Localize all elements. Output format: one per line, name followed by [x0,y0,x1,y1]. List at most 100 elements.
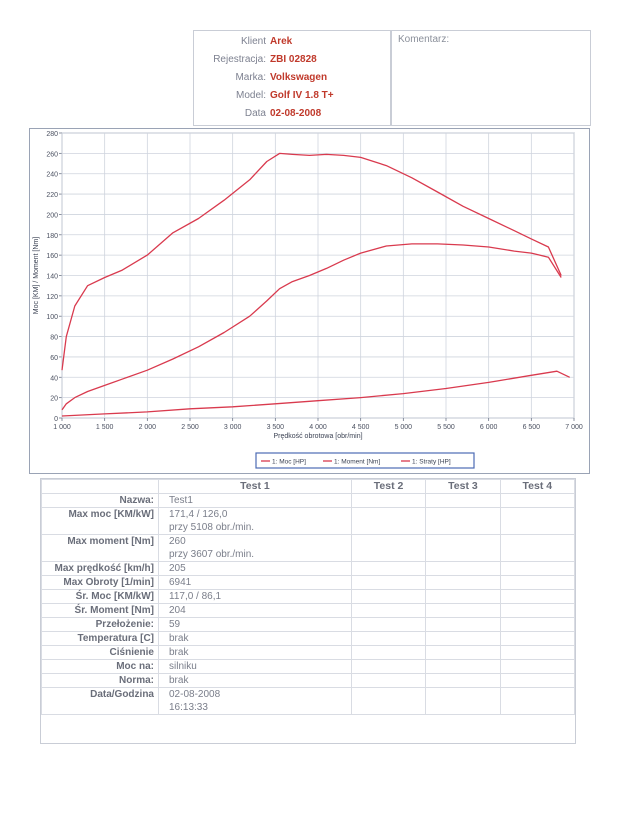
row-value: 117,0 / 86,1 [158,589,352,604]
row-label: Śr. Moc [KM/kW] [41,589,159,604]
y-tick-label: 240 [46,172,58,179]
dyno-chart: 0 20 40 60 80 100 120 140 160 180 200 220 240 260 280 1… [29,128,590,474]
make-value: Volkswagen [270,72,328,83]
table-row: Ciśnienie brak [41,645,576,660]
y-tick-label: 80 [50,335,58,342]
row-value: 204 [158,603,352,618]
y-tick-label: 220 [46,192,58,199]
row-label: Max prędkość [km/h] [41,561,159,576]
chart-svg: 0 20 40 60 80 100 120 140 160 180 200 220 240 260 280 1… [33,131,583,469]
row-label: Moc na: [41,659,159,674]
model-label: Model: [235,90,266,101]
empty-cell [425,561,501,576]
row-label: Ciśnienie [41,645,159,660]
y-tick-label: 180 [46,233,58,240]
y-tick-label: 200 [46,212,58,219]
empty-cell [350,659,427,674]
model-value: Golf IV 1.8 T+ [270,90,334,101]
row-label: Max Obroty [1/min] [41,575,159,590]
empty-cell [425,493,501,508]
x-axis-label: Prędkość obrotowa [obr/min] [273,433,362,440]
empty-cell [499,493,576,508]
table-row: Max moc [KM/kW] 171,4 / 126,0 przy 5108 ob… [41,507,576,535]
y-tick-label: 0 [54,416,58,423]
x-tick-label: 6 500 [523,424,541,431]
empty-cell [350,493,427,508]
row-value: 260 przy 3607 obr./min. [158,534,352,562]
column-header: Test 4 [499,479,576,494]
client-value: Arek [270,36,293,47]
row-value-line: 204 [169,605,186,616]
y-tick-label: 160 [46,253,58,260]
empty-cell [425,603,501,618]
row-value-line: brak [169,675,189,686]
row-label: Norma: [41,673,159,688]
client-label: Klient [240,36,266,47]
results-header-row: Test 1 Test 2 Test 3 Test 4 [41,479,576,494]
chart-legend: 1: Moc [HP] 1: Moment [Nm] 1: Straty [HP] [255,452,475,469]
row-label: Temperatura [C] [41,631,159,646]
row-value-line: silniku [169,661,197,672]
row-label: Data/Godzina [41,687,159,715]
table-row: Max moment [Nm] 260 przy 3607 obr./min. [41,534,576,562]
row-label: Śr. Moment [Nm] [41,603,159,618]
x-tick-label: 4 000 [309,424,327,431]
y-tick-label: 120 [46,294,58,301]
empty-cell [350,603,427,618]
legend-entry-3: 1: Straty [HP] [412,459,451,466]
row-value: brak [158,631,352,646]
empty-cell [499,645,576,660]
empty-cell [499,687,576,715]
series-line-1 [61,243,562,411]
table-row: Przełożenie: 59 [41,617,576,632]
empty-cell [499,589,576,604]
row-value-line: 59 [169,619,181,630]
row-value: brak [158,645,352,660]
row-label: Max moc [KM/kW] [41,507,159,535]
table-row: Norma: brak [41,673,576,688]
empty-cell [350,507,427,535]
y-tick-label: 260 [46,151,58,158]
empty-cell [350,673,427,688]
empty-cell [350,561,427,576]
registration-value: ZBI 02828 [270,54,317,65]
table-row: Śr. Moment [Nm] 204 [41,603,576,618]
empty-cell [425,617,501,632]
row-label: Przełożenie: [41,617,159,632]
date-value: 02-08-2008 [270,108,322,119]
legend-box [255,452,475,469]
row-value-line: Test1 [169,495,193,506]
x-tick-label: 1 500 [96,424,114,431]
row-value: 171,4 / 126,0 przy 5108 obr./min. [158,507,352,535]
column-header: Test 2 [350,479,427,494]
x-tick-label: 2 000 [139,424,157,431]
empty-cell [499,631,576,646]
x-tick-label: 5 500 [437,424,455,431]
row-label: Nazwa: [41,493,159,508]
x-tick-label: 7 000 [565,424,583,431]
empty-cell [425,631,501,646]
make-row: Marka: Volkswagen [194,69,390,87]
table-row: Max Obroty [1/min] 6941 [41,575,576,590]
y-axis-label: Moc [KM] / Moment [Nm] [33,237,40,314]
empty-cell [425,534,501,562]
table-row: Max prędkość [km/h] 205 [41,561,576,576]
empty-cell [350,687,427,715]
row-value-line: 205 [169,563,186,574]
date-label: Data [244,108,266,119]
empty-cell [350,575,427,590]
empty-cell [499,507,576,535]
row-label: Max moment [Nm] [41,534,159,562]
empty-cell [425,687,501,715]
y-tick-label: 140 [46,274,58,281]
legend-entry-1: 1: Moc [HP] [272,459,306,466]
empty-cell [425,659,501,674]
empty-cell [350,617,427,632]
series-line-2 [61,152,562,371]
empty-cell [499,673,576,688]
x-tick-label: 5 000 [395,424,413,431]
row-value-line-2: przy 5108 obr./min. [169,522,255,533]
row-value-line: 02-08-2008 [169,689,221,700]
row-value: 6941 [158,575,352,590]
empty-cell [425,507,501,535]
